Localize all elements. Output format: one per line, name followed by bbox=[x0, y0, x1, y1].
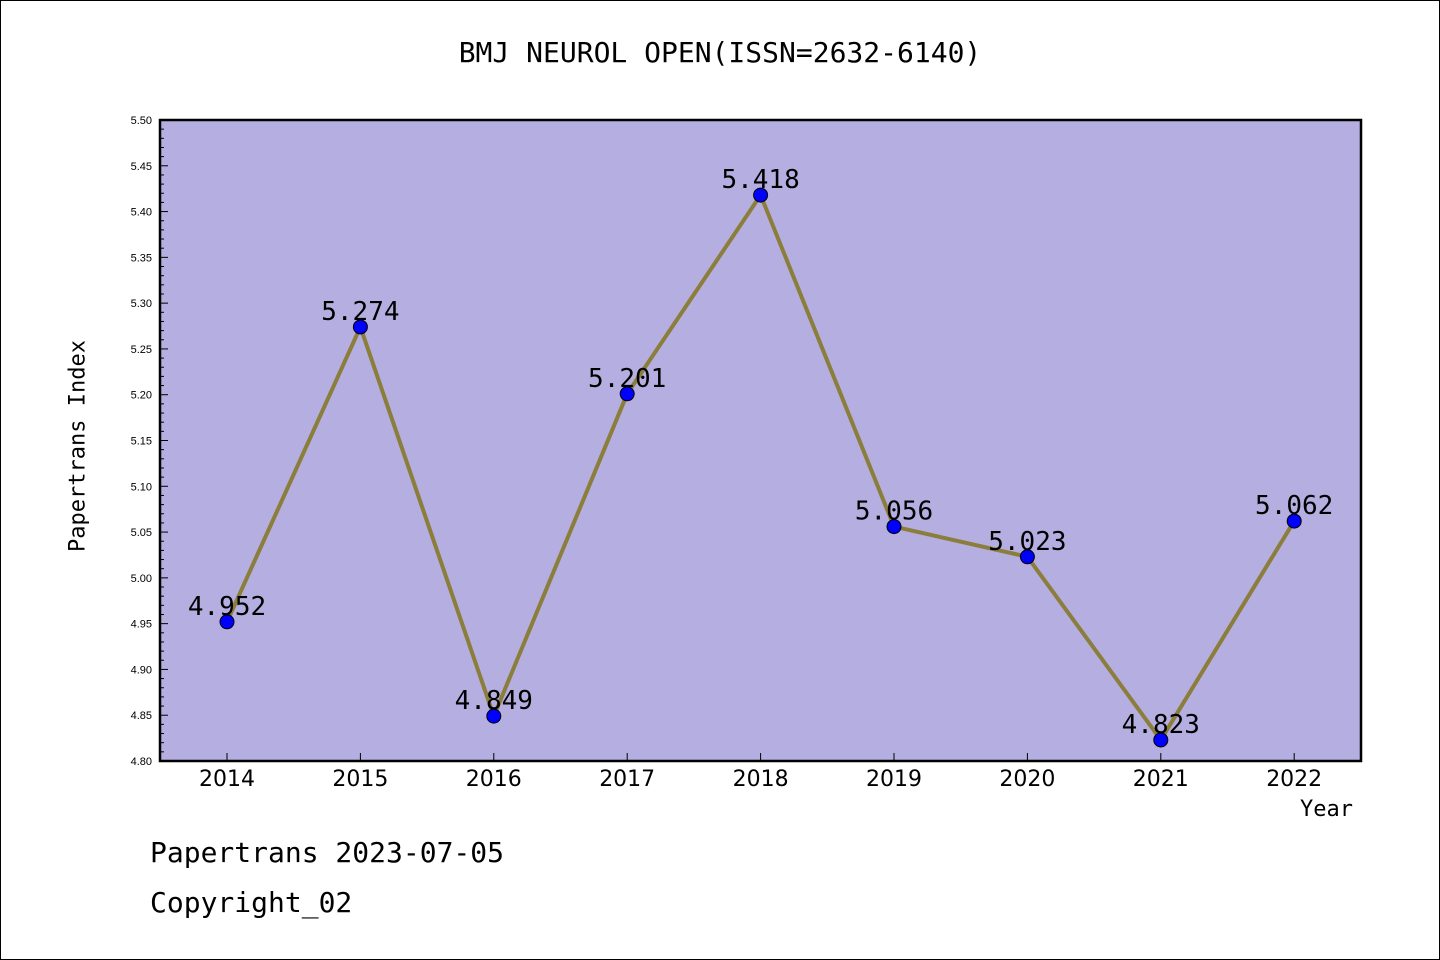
y-tick-label: 5.50 bbox=[131, 115, 152, 127]
x-tick-label: 2015 bbox=[332, 767, 388, 792]
data-point bbox=[753, 187, 769, 203]
y-tick-label: 5.05 bbox=[131, 527, 152, 539]
data-point bbox=[1153, 732, 1169, 748]
y-tick-label: 5.35 bbox=[131, 252, 152, 264]
data-point bbox=[619, 386, 635, 402]
x-tick-label: 2018 bbox=[733, 767, 789, 792]
data-point bbox=[886, 519, 902, 535]
y-tick-label: 5.45 bbox=[131, 161, 152, 173]
y-tick-label: 4.90 bbox=[131, 664, 152, 676]
data-label: 5.274 bbox=[321, 297, 399, 327]
data-label: 5.418 bbox=[721, 165, 799, 195]
data-label: 4.823 bbox=[1122, 710, 1200, 740]
chart-title: BMJ NEUROL OPEN(ISSN=2632-6140) bbox=[458, 36, 982, 69]
x-tick-label: 2016 bbox=[466, 767, 522, 792]
x-tick-label: 2019 bbox=[866, 767, 922, 792]
plot-border bbox=[158, 118, 1363, 763]
y-tick-label: 5.10 bbox=[131, 481, 152, 493]
data-point bbox=[219, 614, 235, 630]
data-label: 5.056 bbox=[855, 497, 933, 527]
data-label: 4.849 bbox=[455, 686, 533, 716]
data-point bbox=[1019, 549, 1035, 565]
data-point bbox=[1286, 513, 1302, 529]
data-label: 5.062 bbox=[1255, 491, 1333, 521]
y-tick-label: 5.40 bbox=[131, 207, 152, 219]
y-tick-label: 4.85 bbox=[131, 710, 152, 722]
data-label: 4.952 bbox=[188, 592, 266, 622]
x-tick-label: 2021 bbox=[1133, 767, 1189, 792]
y-tick-label: 5.20 bbox=[131, 390, 152, 402]
x-tick-label: 2022 bbox=[1266, 767, 1322, 792]
y-tick-label: 5.15 bbox=[131, 436, 152, 448]
y-tick-label: 5.25 bbox=[131, 344, 152, 356]
footer-copyright: Copyright_02 bbox=[150, 886, 353, 919]
data-point bbox=[352, 319, 368, 335]
data-point bbox=[486, 708, 502, 724]
y-tick-label: 5.30 bbox=[131, 298, 152, 310]
x-tick-label: 2014 bbox=[199, 767, 255, 792]
x-tick-label: 2017 bbox=[599, 767, 655, 792]
data-label: 5.023 bbox=[988, 527, 1066, 557]
y-tick-label: 4.95 bbox=[131, 619, 152, 631]
x-tick-label: 2020 bbox=[999, 767, 1055, 792]
plot-area bbox=[160, 120, 1361, 761]
footer-date: Papertrans 2023-07-05 bbox=[150, 836, 505, 869]
y-tick-label: 4.80 bbox=[131, 756, 152, 768]
y-tick-label: 5.00 bbox=[131, 573, 152, 585]
data-label: 5.201 bbox=[588, 364, 666, 394]
x-axis-label: Year bbox=[1300, 797, 1353, 822]
